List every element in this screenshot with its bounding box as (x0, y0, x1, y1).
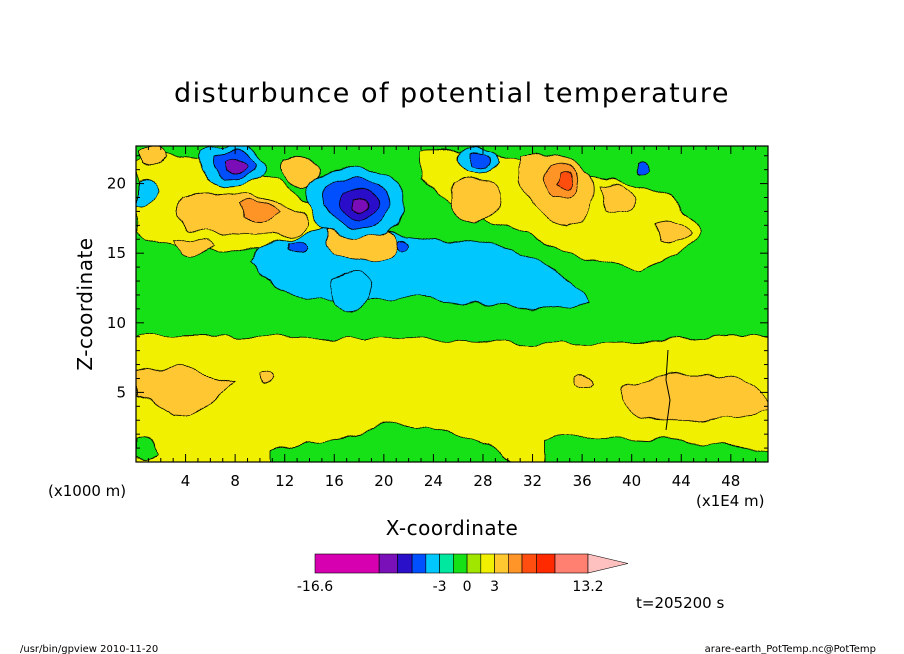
y-axis-title: Z-coordinate (73, 237, 97, 370)
x-unit-label: (x1E4 m) (696, 492, 765, 510)
y-tick-label: 10 (107, 314, 126, 332)
x-tick-label: 32 (523, 472, 542, 490)
x-tick-label: 16 (325, 472, 344, 490)
x-tick-label: 12 (275, 472, 294, 490)
x-tick-label: 4 (181, 472, 191, 490)
warm-cell-1 (175, 192, 307, 236)
contour-field (136, 146, 768, 462)
colorbar-label: -3 (433, 579, 447, 595)
colorbar-segment (480, 553, 495, 574)
colorbar-segment (554, 553, 589, 574)
colorbar-segment (466, 553, 482, 574)
colorbar-label: 0 (463, 579, 472, 595)
colorbar-label: -16.6 (297, 579, 333, 595)
cold-core-7 (136, 177, 161, 208)
colorbar-segment (411, 553, 427, 574)
y-unit-label: (x1000 m) (48, 482, 126, 500)
y-tick-label: 20 (107, 175, 126, 193)
x-tick-label: 8 (230, 472, 240, 490)
cold-core-2c (223, 159, 249, 173)
cool-pocket-bottom-left (136, 438, 159, 460)
cold-core-5 (287, 238, 307, 253)
warm-cell-3 (450, 178, 502, 223)
band-near-ground-positive (136, 334, 768, 462)
x-tick-label: 36 (573, 472, 592, 490)
cold-core-4 (330, 273, 373, 311)
y-tick-label: 15 (107, 244, 126, 262)
footer-left: /usr/bin/gpview 2010-11-20 (20, 644, 158, 654)
x-tick-label: 24 (424, 472, 443, 490)
footer-right: arare-earth_PotTemp.nc@PotTemp (705, 644, 876, 654)
time-label: t=205200 s (636, 594, 724, 612)
plot-frame (135, 145, 769, 463)
cold-core-8 (633, 162, 649, 177)
colorbar-segment (425, 553, 440, 574)
colorbar-segment (397, 553, 413, 574)
warm-patch-left (136, 366, 236, 417)
x-tick-label: 20 (374, 472, 393, 490)
colorbar: -16.6 -3 0 3 13.2 (297, 553, 629, 595)
x-tick-label: 44 (672, 472, 691, 490)
colorbar-segment (536, 553, 556, 574)
vertical-streak (665, 349, 671, 431)
y-axis: 5 10 15 20 (107, 155, 768, 449)
x-tick-label: 40 (622, 472, 641, 490)
x-tick-label: 28 (473, 472, 492, 490)
cold-core-3b (471, 153, 491, 170)
chart-title: disturbunce of potential temperature (174, 78, 730, 109)
colorbar-label: 3 (490, 579, 499, 595)
warm-patch-right (621, 373, 768, 422)
warm-cell-10 (259, 372, 275, 385)
colorbar-segment (494, 553, 509, 574)
x-axis: 4 8 12 16 20 24 28 32 36 40 44 48 (147, 146, 757, 490)
colorbar-segment (378, 553, 398, 574)
cold-core-6 (397, 238, 413, 251)
y-tick-label: 5 (116, 383, 126, 401)
colorbar-extend-arrow (587, 553, 629, 574)
colorbar-segment (521, 553, 537, 574)
warm-cell-11 (575, 373, 593, 389)
cold-core-1d (353, 198, 371, 212)
cool-strip-bottom (269, 423, 514, 462)
warm-cell-6 (175, 237, 215, 255)
warm-cell-7 (599, 183, 637, 214)
colorbar-segment (314, 553, 380, 574)
cool-pocket-bottom-right (544, 435, 768, 462)
hot-core-2 (237, 200, 283, 222)
warm-cell-8 (139, 148, 169, 168)
colorbar-segment (439, 553, 454, 574)
x-tick-label: 48 (721, 472, 740, 490)
colorbar-label: 13.2 (572, 579, 603, 595)
colorbar-segment (507, 553, 523, 574)
x-axis-title: X-coordinate (386, 516, 519, 540)
warm-cell-9 (655, 220, 691, 244)
hot-core-3 (557, 170, 577, 189)
colorbar-segment (453, 553, 468, 574)
warm-cell-5 (279, 154, 319, 187)
